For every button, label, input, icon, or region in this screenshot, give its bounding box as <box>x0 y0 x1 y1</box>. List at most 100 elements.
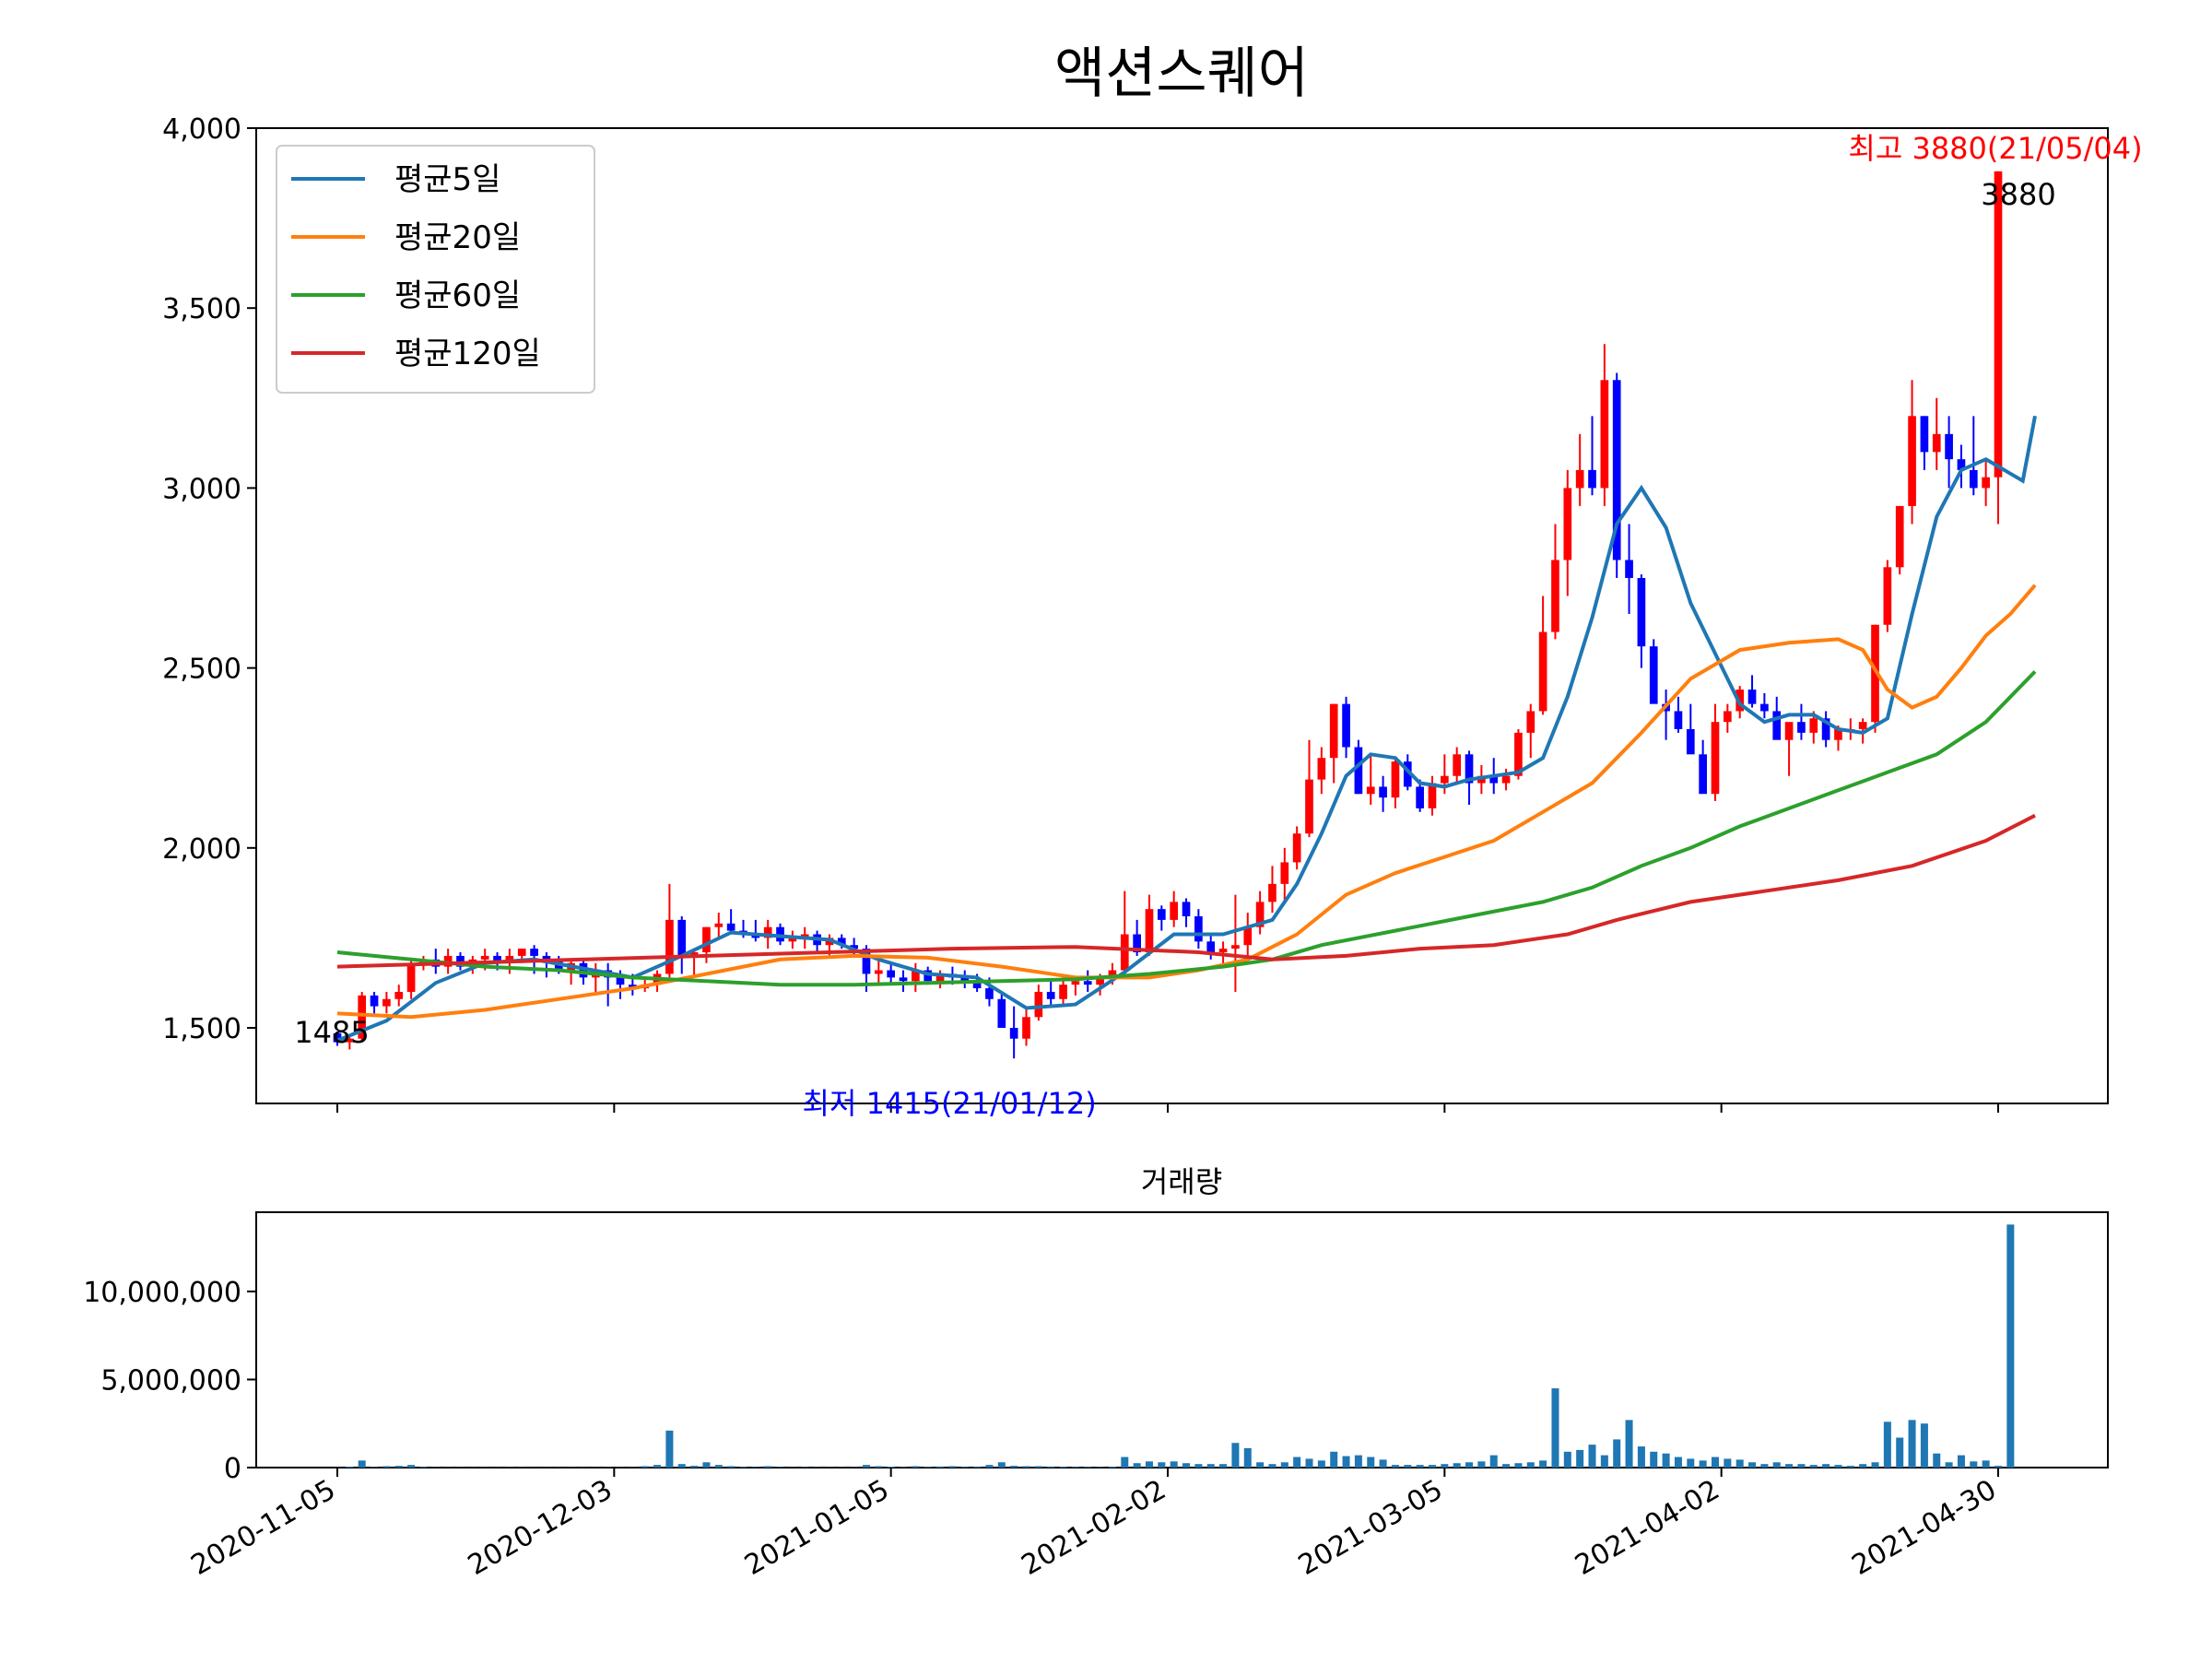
volume-bar <box>1712 1457 1719 1468</box>
price-y-tick-label: 4,000 <box>162 113 241 146</box>
candle-body <box>1970 470 1978 489</box>
volume-bar <box>1134 1463 1141 1468</box>
candle-body <box>1367 786 1375 794</box>
price-y-tick-label: 1,500 <box>162 1013 241 1045</box>
volume-bar <box>1194 1464 1202 1468</box>
candle-body <box>1453 754 1461 775</box>
volume-bar <box>715 1465 723 1468</box>
volume-bar <box>1773 1462 1781 1468</box>
volume-bar <box>1441 1464 1448 1468</box>
candle-body <box>1982 478 1990 489</box>
x-tick-label: 2021-03-05 <box>1293 1474 1448 1582</box>
volume-bar <box>1896 1438 1903 1468</box>
volume-bar <box>1490 1456 1498 1468</box>
candle-body <box>371 996 379 1007</box>
candle-body <box>985 988 994 999</box>
candle-body <box>1231 945 1240 949</box>
volume-bar <box>1983 1460 1990 1468</box>
volume-bar <box>1564 1452 1571 1468</box>
candle-body <box>1170 902 1178 920</box>
candle-body <box>1035 992 1043 1017</box>
candle-body <box>1797 722 1806 733</box>
x-tick-label: 2021-02-02 <box>1017 1474 1171 1582</box>
candle-body <box>481 956 489 960</box>
candle-body <box>1551 560 1559 631</box>
volume-bar <box>875 1466 882 1468</box>
legend-label-4: 평균120일 <box>394 336 541 372</box>
price-y-tick-label: 2,500 <box>162 654 241 686</box>
volume-bar <box>1256 1462 1264 1468</box>
candle-body <box>1994 171 2003 478</box>
legend-label-2: 평균20일 <box>394 219 521 256</box>
volume-bar <box>1121 1457 1128 1468</box>
volume-panel-title: 거래량 <box>1141 1164 1222 1199</box>
volume-bar <box>1268 1464 1276 1468</box>
volume-bar <box>1281 1462 1288 1468</box>
candle-body <box>1502 776 1511 784</box>
volume-bar <box>678 1464 686 1468</box>
start-price-label: 1485 <box>294 1015 369 1050</box>
candle-body <box>1539 632 1547 712</box>
candle-body <box>875 971 883 974</box>
candle-body <box>1355 747 1363 794</box>
volume-bar <box>702 1462 710 1468</box>
volume-bar <box>1687 1458 1694 1468</box>
candle-body <box>1158 909 1166 920</box>
candle-body <box>1760 704 1769 712</box>
candle-body <box>1526 711 1535 732</box>
candle-body <box>1330 704 1338 759</box>
candle-body <box>518 949 526 956</box>
candle-body <box>1908 416 1916 506</box>
volume-bar <box>985 1465 993 1468</box>
volume-bar <box>1650 1452 1657 1468</box>
volume-bar <box>1514 1463 1522 1468</box>
volume-bar <box>863 1465 870 1468</box>
candle-body <box>1687 729 1695 754</box>
volume-bar <box>900 1467 907 1468</box>
volume-bar <box>1355 1456 1362 1468</box>
volume-y-tick-label: 10,000,000 <box>83 1277 241 1309</box>
volume-bar <box>1380 1459 1387 1468</box>
volume-bar <box>1330 1452 1337 1468</box>
candle-body <box>1809 718 1818 733</box>
candle-body <box>407 963 416 992</box>
volume-bar <box>1404 1465 1411 1468</box>
candle-body <box>1010 1028 1018 1039</box>
candle-body <box>1588 470 1596 489</box>
volume-bar <box>973 1467 981 1468</box>
candle-body <box>1896 506 1904 567</box>
volume-bar <box>407 1465 415 1468</box>
volume-bar <box>936 1467 944 1468</box>
volume-bar <box>1084 1467 1091 1468</box>
volume-bar <box>2006 1224 2014 1468</box>
candle-body <box>1022 1017 1030 1038</box>
candle-body <box>1638 578 1646 646</box>
candle-body <box>1699 754 1707 794</box>
candle-body <box>1268 884 1277 902</box>
volume-bar <box>1834 1465 1841 1468</box>
volume-bar <box>1429 1465 1436 1468</box>
volume-y-tick-label: 5,000,000 <box>100 1364 241 1397</box>
candle-body <box>1601 380 1609 488</box>
volume-bar <box>1367 1457 1374 1468</box>
volume-bar <box>1305 1458 1312 1468</box>
volume-bar <box>1010 1466 1018 1468</box>
volume-bar <box>1171 1461 1178 1468</box>
volume-bar <box>371 1467 378 1468</box>
volume-bar <box>1884 1421 1891 1468</box>
candle-body <box>382 999 391 1007</box>
volume-bar <box>1946 1462 1953 1468</box>
volume-bar <box>690 1466 698 1468</box>
volume-bar <box>1207 1464 1215 1468</box>
volume-bar <box>1785 1464 1793 1468</box>
volume-bar <box>382 1466 390 1468</box>
candle-body <box>1318 758 1326 779</box>
volume-bar <box>1589 1445 1596 1468</box>
volume-bar <box>1994 1466 2002 1468</box>
candle-body <box>1724 711 1732 722</box>
candle-body <box>1392 761 1400 797</box>
candle-body <box>1945 434 1953 459</box>
